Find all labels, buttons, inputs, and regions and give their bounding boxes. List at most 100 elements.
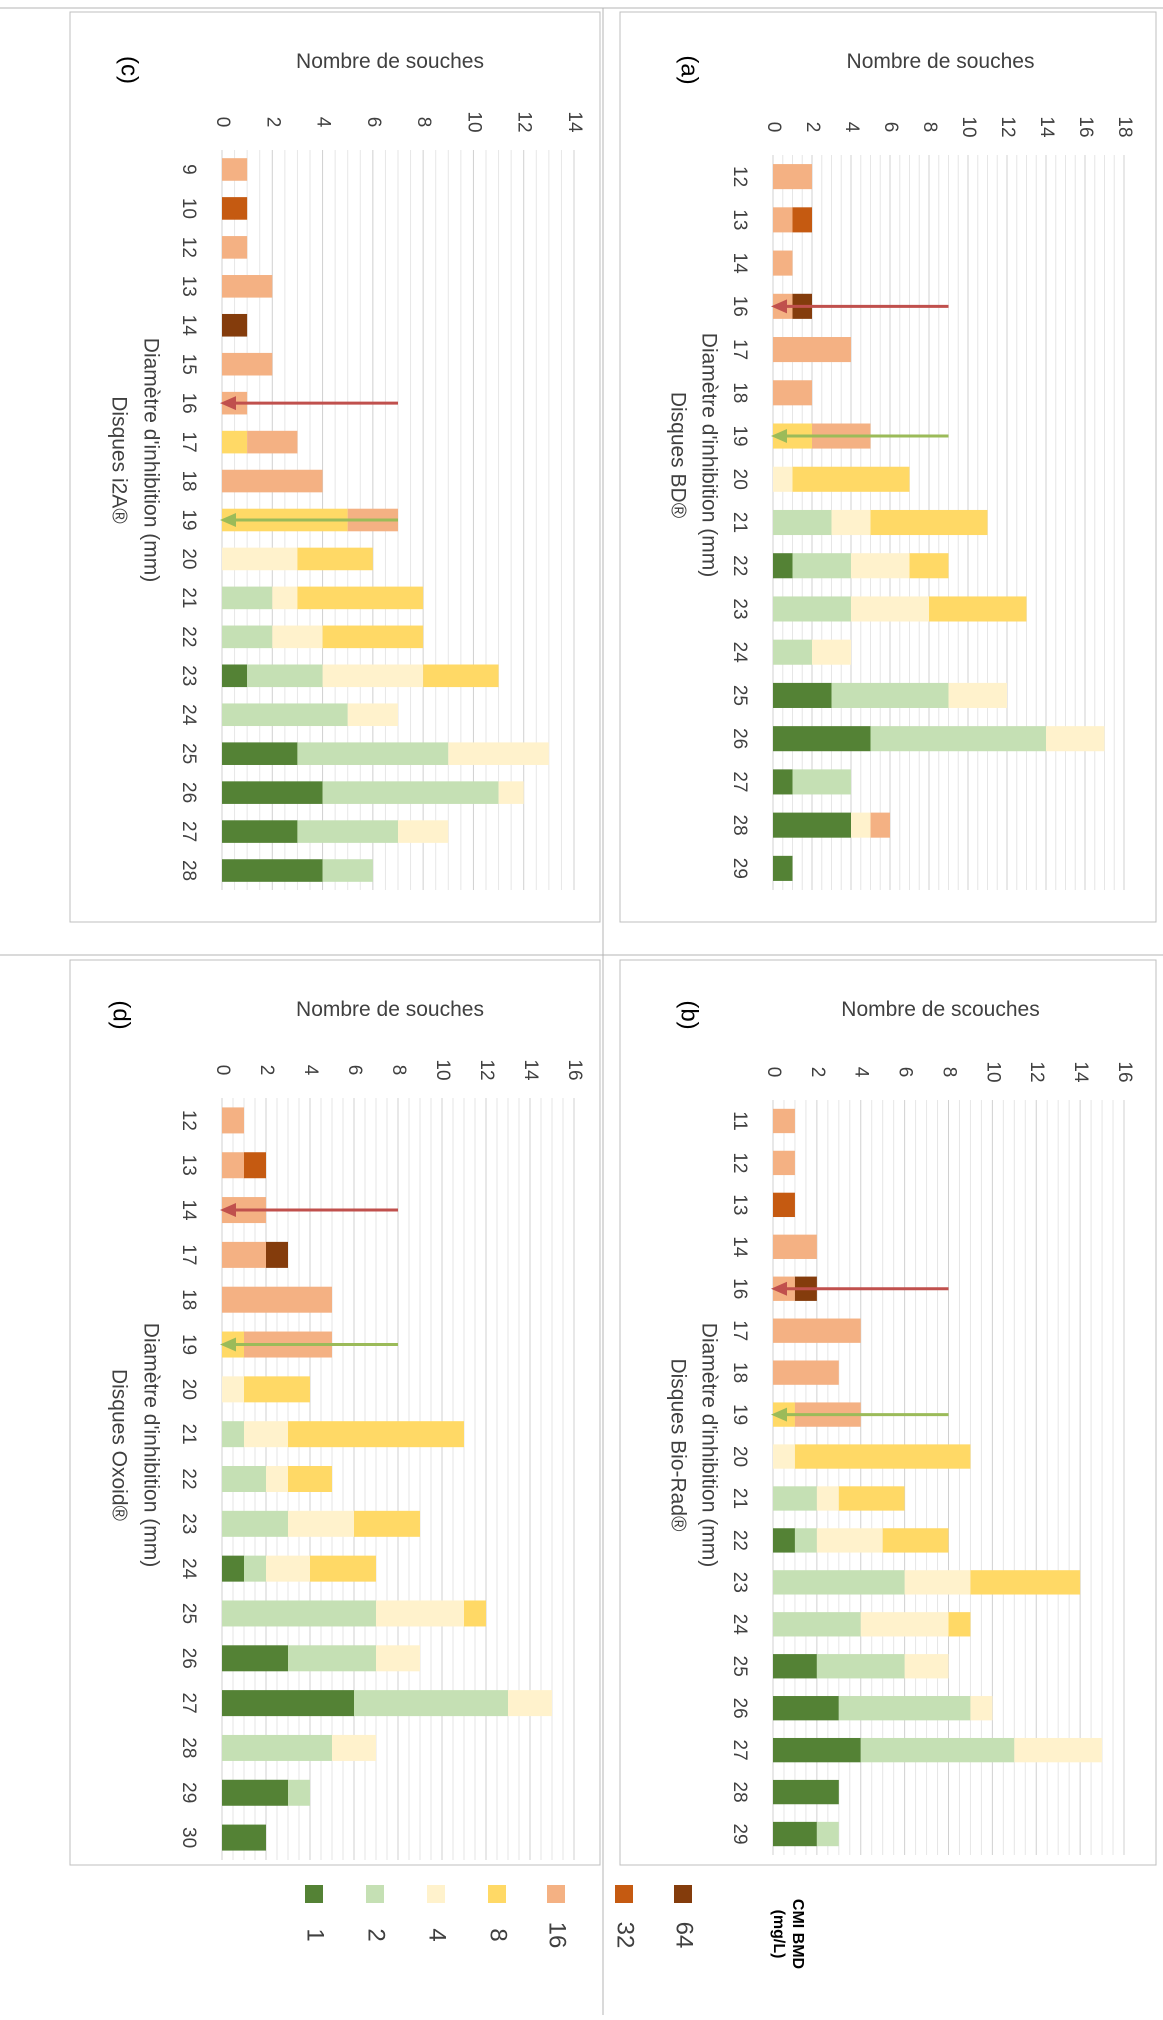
bar-segment <box>1014 1737 1103 1763</box>
category-tick-label: 30 <box>178 1827 199 1848</box>
bar-segment <box>222 1421 244 1448</box>
legend-label: 1 <box>302 1928 329 1941</box>
category-tick-label: 27 <box>729 771 750 792</box>
bar-segment <box>773 1360 839 1385</box>
legend-label: 64 <box>671 1922 698 1949</box>
bar-segment <box>266 1241 288 1268</box>
category-tick-label: 14 <box>729 253 750 275</box>
bar-segment <box>297 820 398 843</box>
chart-subtitle: Disques Oxoid® <box>107 1369 130 1522</box>
breakpoint-arrow-head <box>220 396 236 411</box>
legend-swatch <box>305 1885 323 1903</box>
category-tick-label: 28 <box>178 1737 199 1758</box>
value-tick-label: 14 <box>1070 1061 1091 1083</box>
legend-title: CMI BMD <box>789 1899 806 1969</box>
value-tick-label: 6 <box>895 1067 916 1078</box>
chart-subtitle: Disques i2A® <box>107 396 130 524</box>
bar-segment <box>222 1734 332 1761</box>
legend-swatch <box>488 1885 506 1903</box>
breakpoint-arrow-head <box>771 299 787 314</box>
legend-label: 16 <box>544 1922 571 1949</box>
value-tick-label: 0 <box>212 1065 233 1076</box>
panel-label: (a) <box>676 55 703 84</box>
panel-label: (c) <box>116 56 143 84</box>
bar-segment <box>773 596 851 622</box>
bar-segment <box>1046 726 1105 752</box>
value-tick-label: 4 <box>841 122 862 133</box>
bar-segment <box>929 596 1027 622</box>
category-tick-label: 18 <box>178 1289 199 1310</box>
bar-segment <box>288 1421 464 1448</box>
bar-segment <box>448 742 549 765</box>
value-tick-label: 0 <box>763 122 784 133</box>
legend-swatch <box>366 1885 384 1903</box>
bar-segment <box>970 1696 993 1721</box>
value-tick-label: 16 <box>564 1059 585 1080</box>
bar-segment <box>288 1779 310 1806</box>
bar-segment <box>376 1600 464 1627</box>
category-tick-label: 23 <box>178 665 199 686</box>
value-tick-label: 10 <box>463 111 484 132</box>
bar-segment <box>773 1486 817 1511</box>
bar-segment <box>851 596 929 622</box>
category-tick-label: 21 <box>178 587 199 608</box>
bar-segment <box>222 275 273 298</box>
bar-segment <box>816 1486 839 1511</box>
category-tick-label: 24 <box>178 704 199 726</box>
value-tick-label: 10 <box>982 1061 1003 1082</box>
bar-segment <box>222 859 323 882</box>
value-tick-label: 4 <box>300 1065 321 1076</box>
bar-segment <box>222 781 323 804</box>
bar-segment <box>773 1737 861 1763</box>
bar-segment <box>831 682 949 708</box>
value-tick-label: 4 <box>851 1067 872 1078</box>
category-tick-label: 29 <box>729 1823 750 1844</box>
value-tick-label: 14 <box>520 1059 541 1081</box>
bar-segment <box>322 859 373 882</box>
category-tick-label: 16 <box>729 1278 750 1299</box>
bar-segment <box>222 313 248 337</box>
legend-unit: (mg/L) <box>770 1910 787 1959</box>
bar-segment <box>792 466 910 492</box>
bar-segment <box>222 469 323 493</box>
bar-segment <box>773 812 851 838</box>
category-tick-label: 28 <box>729 1782 750 1803</box>
value-tick-label: 2 <box>262 117 283 128</box>
bar-segment <box>222 1107 244 1134</box>
category-tick-label: 12 <box>178 237 199 258</box>
category-axis-title: Diamètre d'inhibition (mm) <box>139 1323 162 1567</box>
bar-segment <box>773 1821 817 1847</box>
bar-segment <box>222 1241 266 1268</box>
value-tick-label: 6 <box>344 1065 365 1076</box>
category-tick-label: 20 <box>729 1446 750 1467</box>
breakpoint-arrow-head <box>220 1203 236 1218</box>
bar-segment <box>773 1528 795 1553</box>
legend-swatch <box>547 1885 565 1903</box>
bar-segment <box>812 639 851 665</box>
category-tick-label: 16 <box>729 296 750 317</box>
category-tick-label: 22 <box>178 626 199 647</box>
bar-segment <box>909 553 949 579</box>
category-tick-label: 29 <box>178 1782 199 1803</box>
bar-segment <box>244 1376 310 1403</box>
bar-segment <box>860 1612 949 1637</box>
bar-segment <box>222 1510 288 1537</box>
category-tick-label: 22 <box>178 1468 199 1489</box>
bar-segment <box>773 726 871 752</box>
value-axis-title: Nombre de souches <box>296 998 484 1021</box>
bar-segment <box>508 1690 552 1717</box>
bar-segment <box>222 352 273 376</box>
category-tick-label: 23 <box>729 598 750 619</box>
category-tick-label: 28 <box>178 860 199 881</box>
category-tick-label: 24 <box>729 642 750 664</box>
bar-segment <box>222 1600 376 1627</box>
bar-segment <box>247 664 323 688</box>
category-tick-label: 18 <box>729 382 750 403</box>
bar-segment <box>222 430 248 454</box>
breakpoint-arrow-head <box>771 1407 787 1422</box>
bar-segment <box>773 1444 795 1469</box>
category-tick-label: 24 <box>178 1558 199 1580</box>
bar-segment <box>904 1570 971 1595</box>
